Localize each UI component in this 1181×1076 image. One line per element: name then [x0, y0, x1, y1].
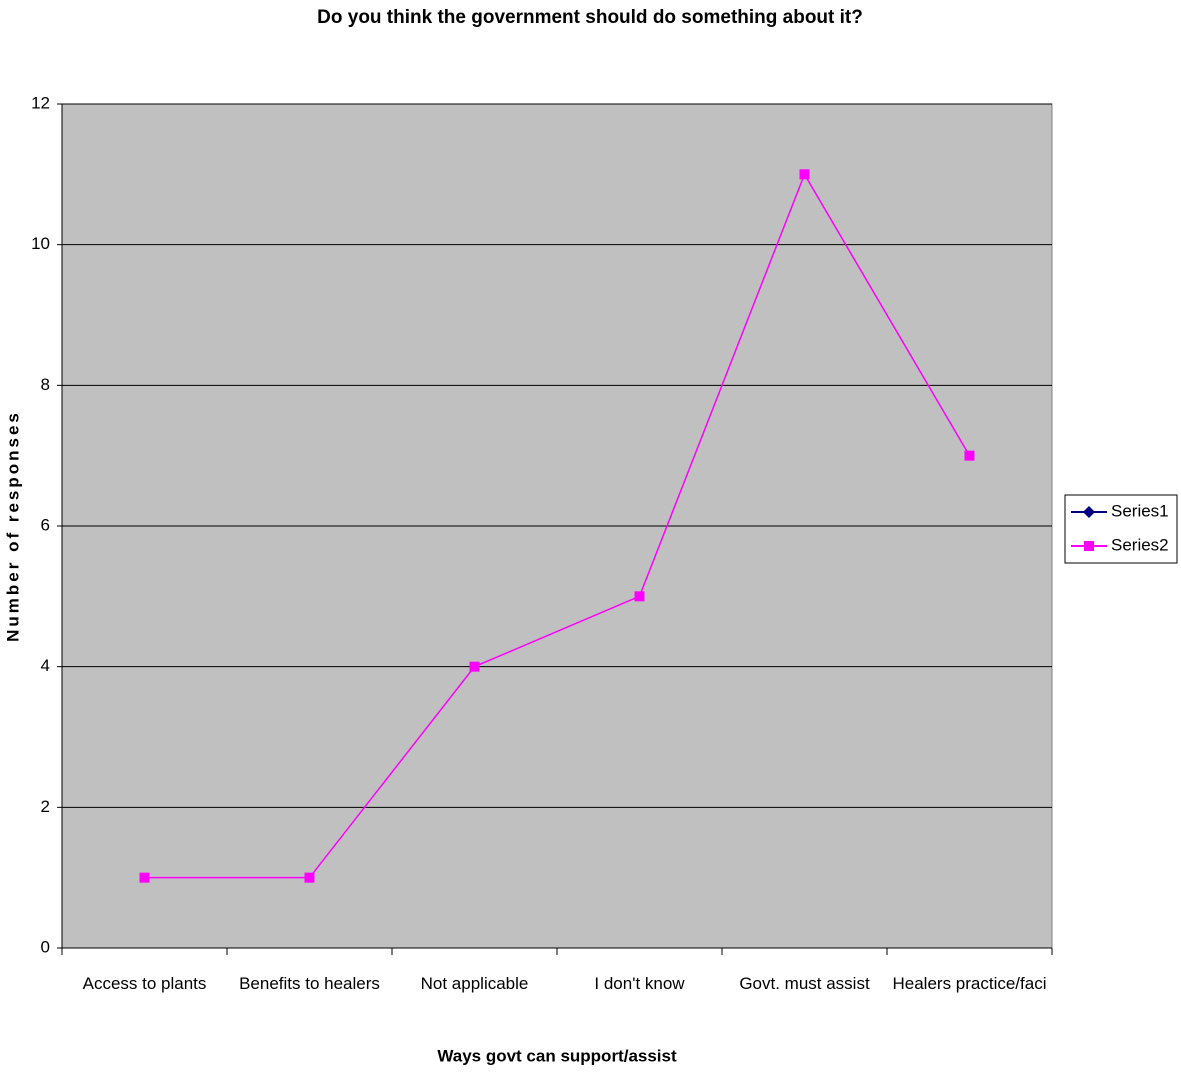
legend-label: Series2: [1111, 535, 1169, 554]
y-tick-label: 10: [31, 234, 50, 253]
x-tick-label: Govt. must assist: [739, 974, 870, 993]
data-point: [799, 169, 810, 180]
y-tick-label: 2: [41, 797, 50, 816]
chart-title: Do you think the government should do so…: [317, 7, 863, 28]
y-axis-label: Number of responses: [3, 410, 22, 642]
data-point: [139, 872, 150, 883]
x-tick-label: I don't know: [594, 974, 685, 993]
legend-marker: [1084, 541, 1094, 551]
x-tick-label: Healers practice/faci: [892, 974, 1047, 993]
x-tick-label: Access to plants: [82, 974, 207, 993]
data-point: [304, 872, 315, 883]
x-axis-label: Ways govt can support/assist: [437, 1046, 677, 1065]
data-point: [964, 450, 975, 461]
y-tick-label: 4: [41, 656, 50, 675]
y-tick-label: 12: [31, 93, 50, 112]
data-point: [634, 591, 645, 602]
x-tick-label: Benefits to healers: [239, 974, 380, 993]
x-tick-label: Not applicable: [420, 974, 529, 993]
legend-marker: [1083, 506, 1095, 518]
legend-label: Series1: [1111, 501, 1169, 520]
y-tick-label: 6: [41, 515, 50, 534]
y-tick-label: 0: [41, 937, 50, 956]
legend-box: [1064, 494, 1178, 564]
y-tick-label: 8: [41, 375, 50, 394]
series-line: [144, 172, 971, 879]
data-point: [469, 661, 480, 672]
